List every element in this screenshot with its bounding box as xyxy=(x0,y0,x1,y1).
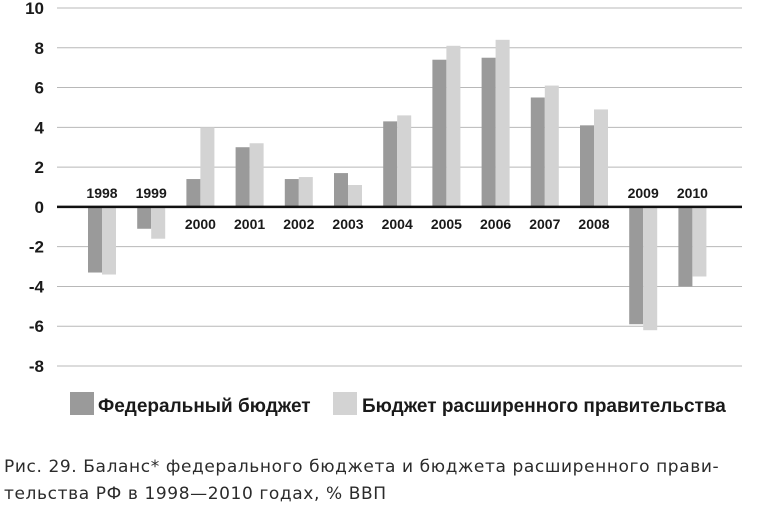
bar-federal-1998 xyxy=(88,206,102,273)
y-tick-label: -6 xyxy=(29,317,44,336)
bar-extended-2008 xyxy=(594,109,608,207)
bar-federal-2004 xyxy=(383,121,398,207)
bar-federal-1999 xyxy=(137,206,152,229)
bar-extended-2009 xyxy=(643,206,658,331)
category-label: 1998 xyxy=(86,185,117,201)
bar-extended-2007 xyxy=(544,85,559,207)
budget-balance-chart: 10 8 6 4 2 0 -2 -4 -6 -8 1998 1999 2000 2001 2002 2003… xyxy=(25,0,742,417)
bar-federal-2008 xyxy=(580,125,594,207)
y-tick-label: 4 xyxy=(35,118,45,137)
bar-federal-2001 xyxy=(235,147,250,207)
bar-federal-2006 xyxy=(481,57,496,207)
bar-extended-1999 xyxy=(151,206,166,239)
category-label: 2008 xyxy=(578,216,609,232)
category-label: 2007 xyxy=(529,216,560,232)
bar-extended-2010 xyxy=(692,206,707,277)
bar-federal-2009 xyxy=(629,206,644,325)
bar-extended-2000 xyxy=(200,127,215,207)
y-tick-label: 10 xyxy=(25,0,44,18)
bar-extended-2004 xyxy=(397,115,412,207)
category-label: 2000 xyxy=(185,216,216,232)
bar-federal-2005 xyxy=(432,59,447,207)
category-label: 2009 xyxy=(628,185,659,201)
legend-swatch xyxy=(333,392,357,415)
category-label: 1999 xyxy=(136,185,167,201)
y-tick-label: -4 xyxy=(29,277,45,296)
bar-extended-2006 xyxy=(495,39,510,207)
category-label: 2006 xyxy=(480,216,511,232)
category-label: 2002 xyxy=(283,216,314,232)
bar-federal-2000 xyxy=(186,179,201,207)
legend: Федеральный бюджет Бюджет расширенного пр… xyxy=(70,392,726,417)
y-axis-ticks: 10 8 6 4 2 0 -2 -4 -6 -8 xyxy=(25,0,44,376)
category-label: 2005 xyxy=(431,216,462,232)
y-tick-label: 0 xyxy=(35,198,44,217)
bar-extended-2003 xyxy=(348,185,362,207)
bars xyxy=(88,39,707,331)
bar-federal-2007 xyxy=(530,97,545,207)
category-label: 2004 xyxy=(382,216,413,232)
bar-extended-2001 xyxy=(249,143,264,207)
bar-extended-2005 xyxy=(446,45,461,207)
y-tick-label: 6 xyxy=(35,79,44,98)
bar-federal-2002 xyxy=(284,179,299,207)
category-label: 2010 xyxy=(677,185,708,201)
figure-caption: Рис. 29. Баланс* федерального бюджета и … xyxy=(4,457,719,504)
bar-extended-1998 xyxy=(102,206,116,275)
legend-label: Бюджет расширенного правительства xyxy=(362,396,726,417)
category-labels: 1998 1999 2000 2001 2002 2003 2004 2005 2006 2007… xyxy=(86,185,708,232)
y-tick-label: 8 xyxy=(35,39,44,58)
y-tick-label: -2 xyxy=(29,238,44,257)
category-label: 2001 xyxy=(234,216,265,232)
legend-label: Федеральный бюджет xyxy=(98,396,311,417)
y-tick-label: 2 xyxy=(35,158,44,177)
y-tick-label: -8 xyxy=(29,357,44,376)
legend-swatch xyxy=(70,392,94,415)
bar-federal-2003 xyxy=(334,173,348,207)
category-label: 2003 xyxy=(332,216,363,232)
bar-extended-2002 xyxy=(298,177,313,207)
bar-federal-2010 xyxy=(678,206,693,287)
